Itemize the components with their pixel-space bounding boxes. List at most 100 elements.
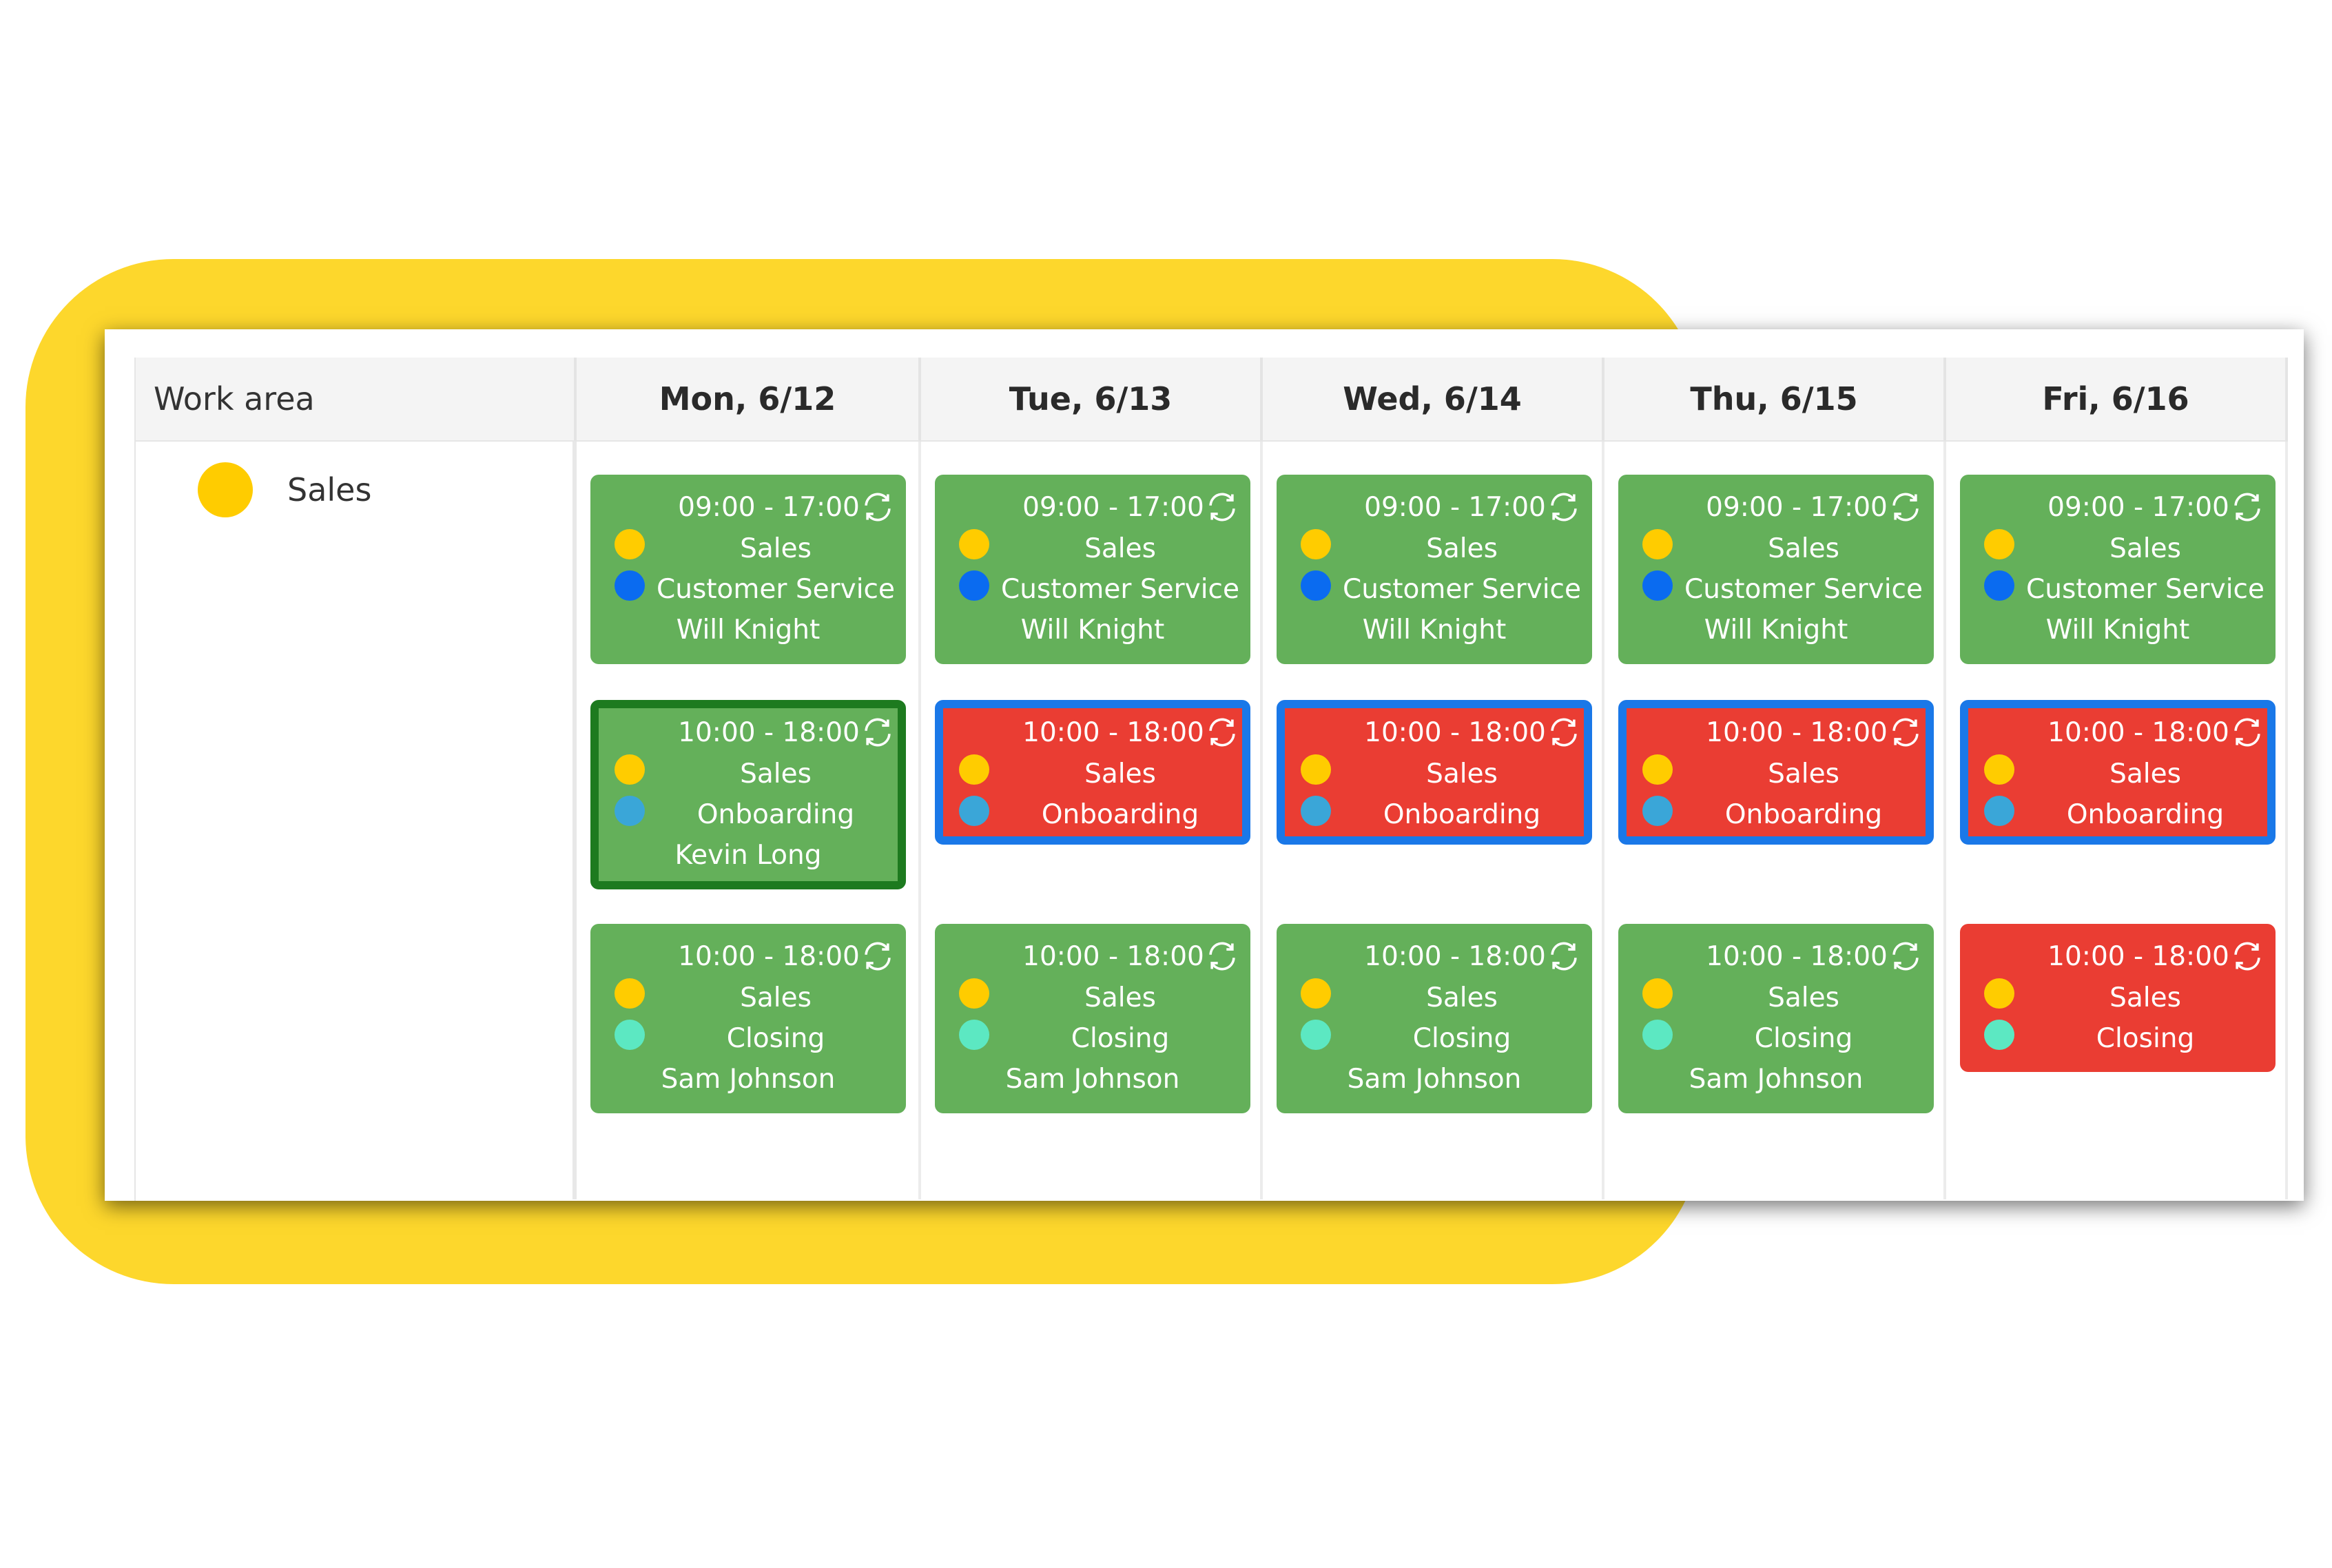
sync-icon[interactable] — [1204, 714, 1241, 751]
sync-icon[interactable] — [2229, 938, 2266, 975]
shift-card[interactable]: 09:00 - 17:00 Sales Customer Service Will K… — [590, 475, 906, 664]
shift-area: Sales — [2109, 982, 2181, 1013]
work-area-header: Work area — [136, 358, 577, 442]
role-dot-icon — [1642, 570, 1673, 601]
shift-role: Closing — [726, 1023, 825, 1054]
sync-icon[interactable] — [1204, 938, 1241, 975]
sales-dot-icon — [1301, 529, 1331, 559]
shift-employee: Sam Johnson — [1005, 1064, 1180, 1095]
work-area-column: Sales — [136, 442, 577, 1199]
shift-card[interactable]: 09:00 - 17:00 Sales Customer Service Will K… — [1960, 475, 2276, 664]
role-dot-icon — [1642, 796, 1673, 826]
shift-card[interactable]: 10:00 - 18:00 Sales Onboarding Kevin Long — [590, 700, 906, 889]
sync-icon[interactable] — [859, 714, 896, 751]
shift-employee: Will Knight — [1704, 615, 1848, 646]
sales-dot-icon — [1642, 529, 1673, 559]
day-header-wed[interactable]: Wed, 6/14 — [1263, 358, 1604, 442]
shift-role: Onboarding — [696, 799, 855, 830]
shift-employee: Sam Johnson — [661, 1064, 836, 1095]
shift-card[interactable]: 10:00 - 18:00 Sales Closing Sam Johnson — [1277, 924, 1592, 1113]
shift-employee: Will Knight — [2045, 615, 2190, 646]
day-header-thu[interactable]: Thu, 6/15 — [1604, 358, 1946, 442]
shift-role: Customer Service — [1343, 574, 1581, 605]
shift-card[interactable]: 10:00 - 18:00 Sales Onboarding — [1960, 700, 2276, 845]
shift-time: 10:00 - 18:00 — [1706, 941, 1888, 972]
shift-role: Onboarding — [1724, 799, 1883, 830]
shift-employee: Will Knight — [676, 615, 821, 646]
day-header-tue[interactable]: Tue, 6/13 — [921, 358, 1263, 442]
day-header-mon[interactable]: Mon, 6/12 — [577, 358, 921, 442]
sync-icon[interactable] — [2229, 488, 2266, 526]
schedule-grid: Work area Mon, 6/12 Tue, 6/13 Wed, 6/14 … — [134, 358, 2299, 1201]
role-dot-icon — [1301, 570, 1331, 601]
shift-time: 10:00 - 18:00 — [1364, 941, 1546, 972]
shift-role: Customer Service — [657, 574, 895, 605]
shift-card[interactable]: 10:00 - 18:00 Sales Onboarding — [935, 700, 1250, 845]
shift-time: 09:00 - 17:00 — [1022, 492, 1204, 523]
shift-area: Sales — [1426, 533, 1498, 564]
day-header-fri[interactable]: Fri, 6/16 — [1946, 358, 2288, 442]
sync-icon[interactable] — [1887, 938, 1924, 975]
shift-time: 09:00 - 17:00 — [1706, 492, 1888, 523]
sync-icon[interactable] — [1545, 488, 1582, 526]
role-dot-icon — [1984, 796, 2014, 826]
shift-card[interactable]: 10:00 - 18:00 Sales Onboarding — [1618, 700, 1934, 845]
shift-role: Onboarding — [1383, 799, 1541, 830]
shift-card[interactable]: 10:00 - 18:00 Sales Closing Sam Johnson — [590, 924, 906, 1113]
sales-dot-icon — [959, 754, 989, 785]
shift-employee: Will Knight — [1362, 615, 1507, 646]
shift-time: 10:00 - 18:00 — [678, 941, 860, 972]
shift-card[interactable]: 10:00 - 18:00 Sales Closing Sam Johnson — [1618, 924, 1934, 1113]
shift-area: Sales — [1084, 759, 1156, 790]
sales-dot-icon — [1984, 529, 2014, 559]
sync-icon[interactable] — [1887, 714, 1924, 751]
shift-time: 10:00 - 18:00 — [2047, 941, 2229, 972]
sync-icon[interactable] — [1204, 488, 1241, 526]
day-column-tue[interactable]: 09:00 - 17:00 Sales Customer Service Will K… — [921, 442, 1263, 1199]
sales-dot-icon — [1301, 978, 1331, 1009]
sales-dot-icon — [959, 978, 989, 1009]
sales-dot-icon — [615, 978, 645, 1009]
work-area-label: Sales — [287, 471, 372, 508]
day-column-wed[interactable]: 09:00 - 17:00 Sales Customer Service Will K… — [1263, 442, 1604, 1199]
role-dot-icon — [615, 570, 645, 601]
day-column-mon[interactable]: 09:00 - 17:00 Sales Customer Service Will K… — [577, 442, 921, 1199]
sync-icon[interactable] — [1545, 938, 1582, 975]
shift-card[interactable]: 09:00 - 17:00 Sales Customer Service Will K… — [1618, 475, 1934, 664]
sync-icon[interactable] — [1887, 488, 1924, 526]
shift-time: 10:00 - 18:00 — [1022, 717, 1204, 748]
role-dot-icon — [959, 570, 989, 601]
role-dot-icon — [615, 796, 645, 826]
sync-icon[interactable] — [859, 938, 896, 975]
shift-area: Sales — [1426, 759, 1498, 790]
shift-time: 10:00 - 18:00 — [678, 717, 860, 748]
role-dot-icon — [615, 1020, 645, 1050]
day-column-fri[interactable]: 09:00 - 17:00 Sales Customer Service Will K… — [1946, 442, 2288, 1199]
shift-card[interactable]: 10:00 - 18:00 Sales Closing — [1960, 924, 2276, 1072]
role-dot-icon — [1984, 1020, 2014, 1050]
role-dot-icon — [1301, 1020, 1331, 1050]
shift-role: Customer Service — [1001, 574, 1239, 605]
schedule-window: Work area Mon, 6/12 Tue, 6/13 Wed, 6/14 … — [105, 329, 2304, 1201]
shift-area: Sales — [1768, 759, 1839, 790]
shift-card[interactable]: 10:00 - 18:00 Sales Closing Sam Johnson — [935, 924, 1250, 1113]
sales-color-dot-icon — [198, 462, 253, 517]
sales-dot-icon — [1642, 978, 1673, 1009]
shift-area: Sales — [740, 982, 812, 1013]
shift-card[interactable]: 09:00 - 17:00 Sales Customer Service Will K… — [935, 475, 1250, 664]
day-column-thu[interactable]: 09:00 - 17:00 Sales Customer Service Will K… — [1604, 442, 1946, 1199]
shift-time: 10:00 - 18:00 — [1706, 717, 1888, 748]
shift-card[interactable]: 09:00 - 17:00 Sales Customer Service Will K… — [1277, 475, 1592, 664]
shift-employee: Will Knight — [1020, 615, 1165, 646]
shift-role: Closing — [1754, 1023, 1853, 1054]
shift-role: Closing — [1412, 1023, 1511, 1054]
shift-time: 09:00 - 17:00 — [678, 492, 860, 523]
shift-card[interactable]: 10:00 - 18:00 Sales Onboarding — [1277, 700, 1592, 845]
sync-icon[interactable] — [859, 488, 896, 526]
sync-icon[interactable] — [2229, 714, 2266, 751]
shift-area: Sales — [1084, 982, 1156, 1013]
sales-dot-icon — [1984, 978, 2014, 1009]
sync-icon[interactable] — [1545, 714, 1582, 751]
work-area-item-sales[interactable]: Sales — [198, 462, 371, 517]
